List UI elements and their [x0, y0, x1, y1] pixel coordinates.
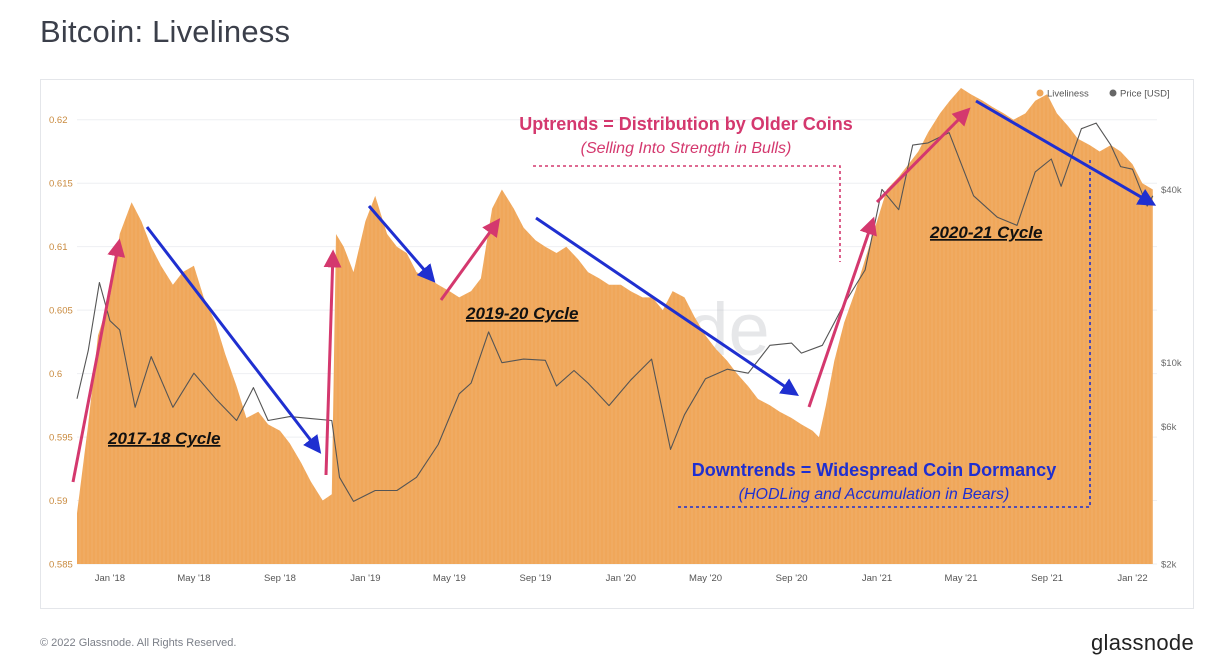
x-axis-tick: Sep '20: [776, 573, 808, 584]
right-axis-tick: $10k: [1161, 358, 1182, 369]
page-title: Bitcoin: Liveliness: [40, 14, 291, 49]
x-axis-tick: May '18: [177, 573, 210, 584]
legend-price-label: Price [USD]: [1120, 89, 1170, 100]
downtrend-arrow: [367, 205, 436, 283]
right-axis-tick: $6k: [1161, 422, 1177, 433]
copyright-text: © 2022 Glassnode. All Rights Reserved.: [40, 637, 237, 649]
right-axis-tick: $40k: [1161, 185, 1182, 196]
left-axis-tick: 0.59: [49, 496, 68, 507]
uptrend-arrow: [807, 216, 877, 408]
uptrend-arrow: [875, 107, 971, 204]
uptrend-title: Uptrends = Distribution by Older Coins: [519, 114, 853, 134]
left-axis-tick: 0.605: [49, 306, 73, 317]
downtrend-arrow: [975, 99, 1157, 206]
price-line: [76, 122, 1154, 502]
x-axis-tick: Jan '21: [862, 573, 892, 584]
uptrend-subtitle: (Selling Into Strength in Bulls): [581, 140, 792, 157]
x-axis-tick: Sep '21: [1031, 573, 1063, 584]
left-axis-tick: 0.6: [49, 369, 62, 380]
x-axis-tick: Jan '22: [1117, 573, 1147, 584]
left-axis-tick: 0.595: [49, 433, 73, 444]
x-axis-tick: May '19: [433, 573, 466, 584]
legend: Liveliness Price [USD]: [1036, 89, 1170, 100]
chart-frame: glassnode 0.620.6150.610.6050.60.5950.59…: [40, 79, 1194, 609]
right-axis: $40k $10k $6k $2k: [1161, 185, 1182, 571]
liveliness-area: [77, 88, 1153, 564]
uptrend-bracket: [533, 165, 841, 262]
legend-liveliness-dot: [1036, 89, 1044, 97]
x-axis-tick: Jan '20: [606, 573, 636, 584]
left-axis-tick: 0.61: [49, 242, 68, 253]
downtrend-bracket: [678, 160, 1091, 508]
uptrend-arrow: [71, 238, 126, 483]
cycle-label-2019-20: 2019-20 Cycle: [465, 304, 578, 323]
x-axis-tick: Jan '19: [350, 573, 380, 584]
cycle-label-2017-18: 2017-18 Cycle: [107, 429, 220, 448]
right-axis-tick: $2k: [1161, 560, 1177, 571]
cycle-label-2020-21: 2020-21 Cycle: [929, 223, 1042, 242]
legend-liveliness-label: Liveliness: [1047, 89, 1089, 100]
x-axis-tick: Sep '19: [519, 573, 551, 584]
downtrend-arrow: [535, 216, 799, 397]
left-axis: 0.62 0.615 0.61 0.605 0.6 0.595 0.59 0.585: [49, 115, 73, 570]
x-axis: Jan '18 May '18 Sep '18 Jan '19 May '19 Sep '…: [95, 573, 1148, 584]
legend-price-dot: [1109, 89, 1117, 97]
left-axis-tick: 0.615: [49, 179, 73, 190]
uptrend-arrow: [439, 218, 501, 301]
x-axis-tick: Jan '18: [95, 573, 125, 584]
downtrend-arrow: [145, 226, 322, 454]
brand-logo: glassnode: [1091, 630, 1194, 655]
left-axis-tick: 0.62: [49, 115, 68, 126]
downtrend-subtitle: (HODLing and Accumulation in Bears): [739, 486, 1010, 503]
x-axis-tick: Sep '18: [264, 573, 296, 584]
x-axis-tick: May '21: [945, 573, 978, 584]
downtrend-title: Downtrends = Widespread Coin Dormancy: [692, 460, 1056, 480]
left-axis-tick: 0.585: [49, 560, 73, 571]
liveliness-chart: glassnode 0.620.6150.610.6050.60.5950.59…: [49, 88, 1182, 584]
trend-arrows: [71, 99, 1157, 483]
x-axis-tick: May '20: [689, 573, 722, 584]
uptrend-arrow: [323, 249, 342, 476]
